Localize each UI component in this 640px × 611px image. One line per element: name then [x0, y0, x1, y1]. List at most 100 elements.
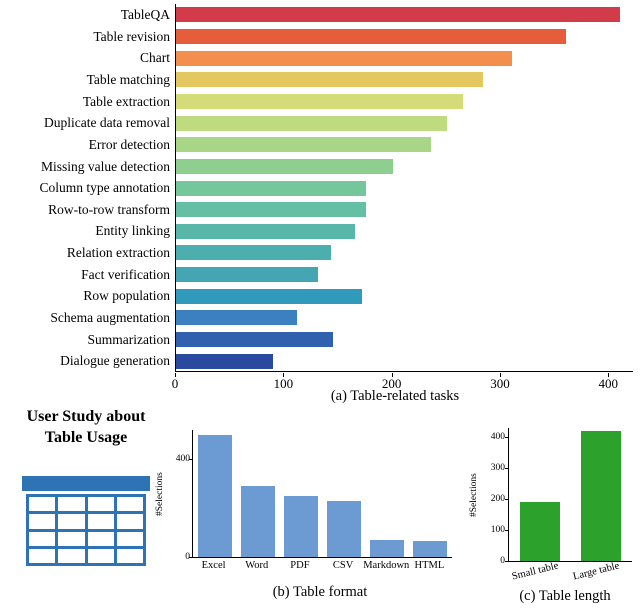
- bar: [327, 500, 362, 557]
- task-bar: [176, 202, 366, 218]
- task-bar: [176, 50, 512, 66]
- caption-tasks-chart: (a) Table-related tasks: [330, 388, 460, 404]
- y-tick-label: 100: [490, 525, 505, 536]
- task-label: TableQA: [120, 7, 170, 22]
- format-chart-plot-area: [189, 430, 452, 558]
- y-tick-mark: [505, 560, 509, 562]
- table-icon-cell: [58, 548, 85, 563]
- bar: [283, 495, 318, 557]
- x-tick-mark: [283, 373, 285, 377]
- x-tick-label: Small table: [510, 560, 560, 583]
- bar: [581, 431, 622, 561]
- format-chart-y-axis: 0 400: [166, 430, 190, 562]
- task-bar: [176, 7, 621, 23]
- y-tick-mark: [189, 556, 193, 558]
- bar: [240, 486, 275, 557]
- table-icon-grid: [26, 494, 146, 566]
- x-tick-label: HTML: [414, 560, 445, 571]
- length-chart-y-axis: 0 100 200 300 400: [480, 428, 505, 566]
- task-bar: [176, 267, 318, 283]
- table-icon-header-row: [22, 476, 150, 491]
- x-tick-label: Markdown: [363, 560, 410, 571]
- table-icon-cell: [29, 531, 56, 546]
- x-tick-label: 300: [490, 376, 510, 391]
- x-tick-mark: [175, 373, 176, 377]
- caption-length-chart: (c) Table length: [519, 588, 611, 604]
- table-icon-cell: [87, 548, 114, 563]
- x-tick-label: PDF: [290, 560, 310, 571]
- y-tick-mark: [189, 458, 193, 460]
- table-icon-cell: [58, 514, 85, 529]
- y-tick-label: 0: [500, 556, 505, 566]
- x-tick-mark: [608, 373, 610, 377]
- format-chart-x-axis: Excel Word PDF CSV Markdown HTML: [192, 560, 452, 580]
- x-tick-label: 200: [381, 376, 402, 391]
- bar: [370, 539, 405, 557]
- length-chart-y-axis-label: #Selections: [469, 473, 479, 517]
- bar: [413, 541, 448, 557]
- tasks-chart-x-axis: 0 100 200 300 400: [171, 373, 633, 393]
- y-tick-mark: [505, 467, 509, 469]
- y-tick-label: 200: [490, 494, 505, 505]
- x-tick-label: Excel: [201, 560, 226, 571]
- task-label: Fact verification: [81, 266, 170, 282]
- task-label: Entity linking: [95, 223, 170, 239]
- task-label: Dialogue generation: [60, 353, 170, 369]
- table-icon-cell: [116, 531, 143, 546]
- task-label: Row population: [83, 288, 170, 304]
- table-icon-cell: [87, 514, 114, 529]
- tasks-chart-category-labels: TableQA Table revision Chart Table matching…: [0, 4, 171, 372]
- table-icon-cell: [29, 514, 56, 529]
- task-label: Chart: [140, 50, 170, 66]
- user-study-title-line2: Table Usage: [44, 428, 128, 446]
- task-label: Row-to-row transform: [48, 201, 170, 217]
- task-label: Table extraction: [82, 93, 170, 109]
- task-label: Duplicate data removal: [44, 115, 170, 131]
- table-icon-cell: [116, 514, 143, 529]
- y-tick-label: 400: [490, 432, 505, 443]
- task-bar: [176, 93, 464, 109]
- user-study-title: User Study about Table Usage: [0, 407, 172, 449]
- y-tick-mark: [505, 498, 509, 500]
- x-tick-label: CSV: [332, 560, 354, 571]
- task-label: Relation extraction: [66, 245, 170, 261]
- task-label: Schema augmentation: [50, 310, 170, 326]
- task-label: Error detection: [88, 136, 170, 152]
- table-icon-cell: [87, 531, 114, 546]
- x-tick-label: 100: [273, 376, 294, 391]
- task-bar: [176, 137, 431, 153]
- task-label: Summarization: [87, 331, 170, 347]
- bar: [197, 434, 232, 557]
- format-chart-y-axis-label: #Selections: [155, 472, 165, 516]
- caption-format-chart: (b) Table format: [272, 584, 368, 600]
- tasks-chart-plot-area: [175, 4, 633, 372]
- table-icon-cell: [116, 548, 143, 563]
- task-label: Table matching: [86, 71, 170, 87]
- task-bar: [176, 288, 363, 304]
- user-study-title-line1: User Study about: [26, 408, 146, 425]
- table-icon-cell: [87, 497, 114, 512]
- table-icon: [22, 476, 150, 566]
- length-chart-x-axis: Small table Large table: [508, 560, 632, 583]
- table-icon-cell: [58, 497, 85, 512]
- task-label: Missing value detection: [41, 158, 170, 174]
- task-bar: [176, 158, 393, 174]
- length-chart-plot-area: [505, 428, 632, 562]
- task-label: Column type annotation: [39, 180, 171, 196]
- table-icon-cell: [29, 548, 56, 563]
- task-bar: [176, 245, 331, 261]
- task-bar: [176, 72, 483, 88]
- y-tick-label: 400: [175, 454, 190, 465]
- y-tick-mark: [505, 529, 509, 531]
- bar: [519, 502, 560, 561]
- x-tick-label: 400: [598, 376, 619, 391]
- task-bar: [176, 310, 298, 326]
- x-tick-label: 0: [171, 376, 179, 391]
- x-tick-label: Word: [245, 560, 269, 571]
- y-tick-label: 300: [490, 463, 505, 474]
- table-icon-cell: [58, 531, 85, 546]
- task-bar: [176, 180, 366, 196]
- x-tick-mark: [499, 373, 501, 377]
- y-tick-label: 0: [185, 552, 190, 562]
